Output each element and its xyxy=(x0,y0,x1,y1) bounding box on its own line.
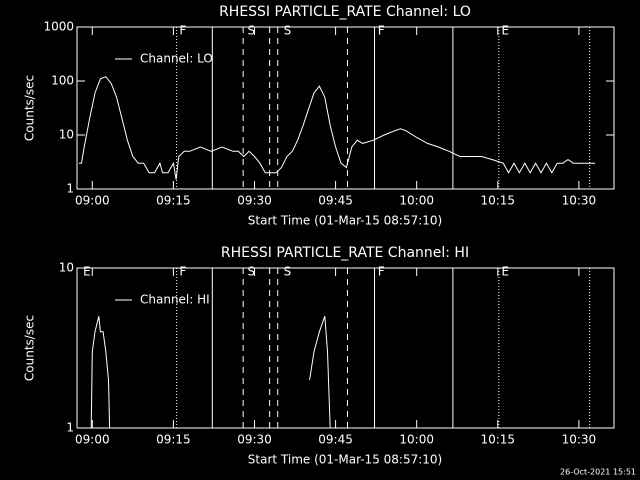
flag-label: F xyxy=(179,265,186,279)
flag-label: S xyxy=(284,24,292,38)
x-tick-label: 09:15 xyxy=(156,194,191,208)
flag-label: E xyxy=(502,265,510,279)
legend-label: Channel: LO xyxy=(140,52,213,66)
x-tick-label: 09:00 xyxy=(75,194,110,208)
x-tick-label: 09:15 xyxy=(156,433,191,447)
data-line xyxy=(90,316,331,429)
x-tick-label: 09:45 xyxy=(318,194,353,208)
flag-label: F xyxy=(378,265,385,279)
flag-label: F xyxy=(378,24,385,38)
legend-label: Channel: HI xyxy=(140,293,210,307)
plot-frame xyxy=(76,267,615,429)
x-tick-label: 09:45 xyxy=(318,433,353,447)
y-tick-label: 10 xyxy=(59,261,74,275)
flag-label: S xyxy=(247,24,255,38)
x-tick-label: 10:15 xyxy=(480,194,515,208)
y-tick-label: 1 xyxy=(66,421,74,435)
plot-frame xyxy=(76,26,615,190)
x-tick-label: 10:00 xyxy=(399,194,434,208)
timestamp: 26-Oct-2021 15:51 xyxy=(560,468,636,477)
x-tick-label: 10:30 xyxy=(562,433,597,447)
y-tick-label: 10 xyxy=(59,128,74,142)
x-tick-label: 10:30 xyxy=(562,194,597,208)
x-tick-label: 10:15 xyxy=(480,433,515,447)
y-tick-label: 1 xyxy=(66,182,74,196)
x-tick-label: 09:30 xyxy=(237,433,272,447)
y-tick-label: 100 xyxy=(51,74,74,88)
flag-label: E xyxy=(83,265,91,279)
y-axis-label: Counts/sec xyxy=(23,75,37,141)
flag-label: S xyxy=(247,265,255,279)
x-axis-label: Start Time (01-Mar-15 08:57:10) xyxy=(248,214,442,228)
x-axis-label: Start Time (01-Mar-15 08:57:10) xyxy=(248,453,442,467)
x-tick-label: 09:30 xyxy=(237,194,272,208)
y-axis-label: Counts/sec xyxy=(23,315,37,381)
chart-title: RHESSI PARTICLE_RATE Channel: HI xyxy=(221,245,469,261)
x-tick-label: 09:00 xyxy=(75,433,110,447)
y-tick-label: 1000 xyxy=(43,20,74,34)
data-line xyxy=(78,76,596,180)
flag-label: E xyxy=(502,24,510,38)
flag-label: S xyxy=(284,265,292,279)
chart-title: RHESSI PARTICLE_RATE Channel: LO xyxy=(219,4,471,20)
x-tick-label: 10:00 xyxy=(399,433,434,447)
flag-label: F xyxy=(179,24,186,38)
